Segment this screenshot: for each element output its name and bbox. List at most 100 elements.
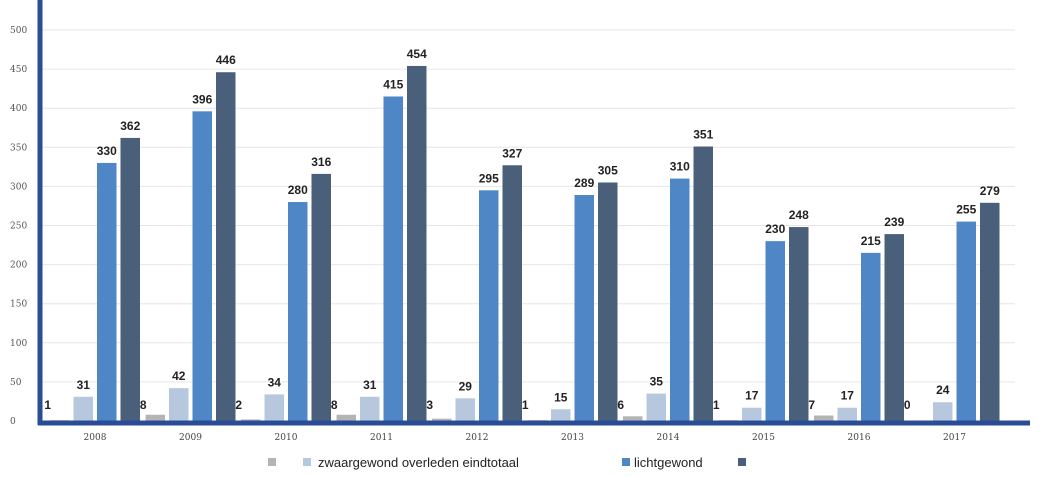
data-label-overleden-2016: 7 bbox=[808, 398, 815, 412]
bar-lichtgewond-2012 bbox=[479, 190, 499, 421]
bar-eindtotaal-2012 bbox=[503, 165, 523, 421]
data-label-eindtotaal-2017: 279 bbox=[980, 184, 1000, 198]
x-tick-label-2008: 2008 bbox=[84, 433, 107, 443]
y-tick-label: 300 bbox=[10, 182, 27, 192]
bar-overleden-2016 bbox=[814, 416, 834, 421]
y-tick-label: 0 bbox=[10, 417, 16, 427]
legend-swatch-lichtgewond bbox=[622, 458, 630, 466]
y-tick-label: 500 bbox=[10, 26, 27, 36]
x-tick-label-2015: 2015 bbox=[752, 433, 775, 443]
data-label-lichtgewond-2015: 230 bbox=[765, 222, 785, 236]
data-label-zwaargewond-2009: 42 bbox=[172, 369, 186, 383]
data-label-zwaargewond-2016: 17 bbox=[841, 389, 855, 403]
data-label-eindtotaal-2009: 446 bbox=[216, 53, 236, 67]
data-label-overleden-2017: 0 bbox=[904, 398, 911, 412]
legend: zwaargewond overleden eindtotaal lichtge… bbox=[268, 455, 746, 470]
y-tick-label: 250 bbox=[10, 222, 27, 232]
data-label-zwaargewond-2008: 31 bbox=[77, 378, 91, 392]
bar-zwaargewond-2012 bbox=[456, 398, 476, 421]
data-label-eindtotaal-2013: 305 bbox=[598, 163, 618, 177]
bar-eindtotaal-2011 bbox=[407, 66, 427, 421]
data-label-zwaargewond-2013: 15 bbox=[554, 390, 568, 404]
data-label-lichtgewond-2012: 295 bbox=[479, 171, 499, 185]
data-label-eindtotaal-2008: 362 bbox=[120, 119, 140, 133]
bars bbox=[50, 66, 1000, 421]
data-label-lichtgewond-2008: 330 bbox=[97, 144, 117, 158]
data-label-overleden-2011: 8 bbox=[331, 398, 338, 412]
legend-label-2: lichtgewond bbox=[634, 455, 703, 470]
bar-zwaargewond-2013 bbox=[551, 409, 571, 421]
bar-zwaargewond-2009 bbox=[169, 388, 189, 421]
data-label-lichtgewond-2017: 255 bbox=[956, 203, 976, 217]
x-tick-label-2010: 2010 bbox=[275, 433, 298, 443]
legend-swatch-zwaargewond bbox=[303, 458, 311, 466]
data-label-lichtgewond-2011: 415 bbox=[383, 77, 403, 91]
bar-zwaargewond-2008 bbox=[74, 397, 94, 421]
x-tick-label-2017: 2017 bbox=[943, 433, 966, 443]
bar-overleden-2011 bbox=[337, 415, 357, 421]
data-label-overleden-2015: 1 bbox=[713, 398, 720, 412]
legend-label-1: zwaargewond overleden eindtotaal bbox=[318, 455, 519, 470]
data-label-overleden-2012: 3 bbox=[426, 398, 433, 412]
bar-eindtotaal-2017 bbox=[980, 203, 1000, 421]
data-label-eindtotaal-2014: 351 bbox=[693, 128, 713, 142]
y-tick-label: 50 bbox=[10, 378, 22, 388]
bar-zwaargewond-2015 bbox=[742, 408, 762, 421]
y-tick-label: 200 bbox=[10, 261, 27, 271]
bar-eindtotaal-2008 bbox=[121, 138, 141, 421]
x-tick-label-2016: 2016 bbox=[848, 433, 871, 443]
bar-overleden-2014 bbox=[623, 416, 643, 421]
bar-lichtgewond-2016 bbox=[861, 253, 881, 421]
data-label-lichtgewond-2013: 289 bbox=[574, 176, 594, 190]
x-tick-label-2009: 2009 bbox=[179, 433, 202, 443]
data-label-overleden-2008: 1 bbox=[44, 398, 51, 412]
y-tick-label: 400 bbox=[10, 104, 27, 114]
data-label-zwaargewond-2010: 34 bbox=[268, 375, 282, 389]
data-label-eindtotaal-2010: 316 bbox=[311, 155, 331, 169]
data-label-eindtotaal-2011: 454 bbox=[407, 47, 427, 61]
data-label-lichtgewond-2016: 215 bbox=[861, 234, 881, 248]
bar-eindtotaal-2009 bbox=[216, 72, 236, 421]
data-label-zwaargewond-2011: 31 bbox=[363, 378, 377, 392]
axes bbox=[38, 0, 1030, 425]
data-label-overleden-2009: 8 bbox=[140, 398, 147, 412]
data-label-eindtotaal-2016: 239 bbox=[884, 215, 904, 229]
bar-eindtotaal-2013 bbox=[598, 182, 618, 421]
data-label-eindtotaal-2012: 327 bbox=[502, 146, 522, 160]
data-label-eindtotaal-2015: 248 bbox=[789, 208, 809, 222]
bar-lichtgewond-2017 bbox=[957, 222, 977, 421]
bar-eindtotaal-2010 bbox=[312, 174, 332, 421]
bar-lichtgewond-2015 bbox=[766, 241, 786, 421]
bar-lichtgewond-2009 bbox=[193, 111, 213, 421]
legend-swatch-eindtotaal bbox=[738, 458, 746, 466]
data-label-overleden-2013: 1 bbox=[522, 398, 529, 412]
bar-eindtotaal-2015 bbox=[789, 227, 809, 421]
bar-zwaargewond-2017 bbox=[933, 402, 953, 421]
x-tick-label-2014: 2014 bbox=[657, 433, 680, 443]
bar-zwaargewond-2016 bbox=[838, 408, 858, 421]
y-tick-label: 450 bbox=[10, 65, 27, 75]
data-label-lichtgewond-2009: 396 bbox=[192, 92, 212, 106]
bar-eindtotaal-2014 bbox=[694, 147, 714, 421]
bar-zwaargewond-2011 bbox=[360, 397, 380, 421]
bar-lichtgewond-2011 bbox=[384, 96, 404, 421]
x-tick-label-2011: 2011 bbox=[370, 433, 393, 443]
bar-zwaargewond-2014 bbox=[647, 394, 667, 421]
y-tick-label: 150 bbox=[10, 300, 27, 310]
bar-zwaargewond-2010 bbox=[265, 394, 285, 421]
data-label-zwaargewond-2014: 35 bbox=[650, 375, 664, 389]
data-label-overleden-2014: 6 bbox=[617, 398, 624, 412]
x-tick-label-2013: 2013 bbox=[561, 433, 584, 443]
bar-overleden-2009 bbox=[146, 415, 166, 421]
x-axis-ticks: 2008 2009 2010 2011 2012 2013 2014 2015 2016 2017 bbox=[84, 433, 967, 443]
data-label-lichtgewond-2010: 280 bbox=[288, 183, 308, 197]
bar-eindtotaal-2016 bbox=[885, 234, 905, 421]
data-label-overleden-2010: 2 bbox=[235, 398, 242, 412]
data-label-zwaargewond-2017: 24 bbox=[936, 383, 950, 397]
x-tick-label-2012: 2012 bbox=[466, 433, 489, 443]
y-tick-label: 350 bbox=[10, 143, 27, 153]
y-axis-ticks: 0 50 100 150 200 250 300 350 400 450 500 bbox=[10, 26, 27, 427]
bar-lichtgewond-2014 bbox=[670, 179, 690, 421]
